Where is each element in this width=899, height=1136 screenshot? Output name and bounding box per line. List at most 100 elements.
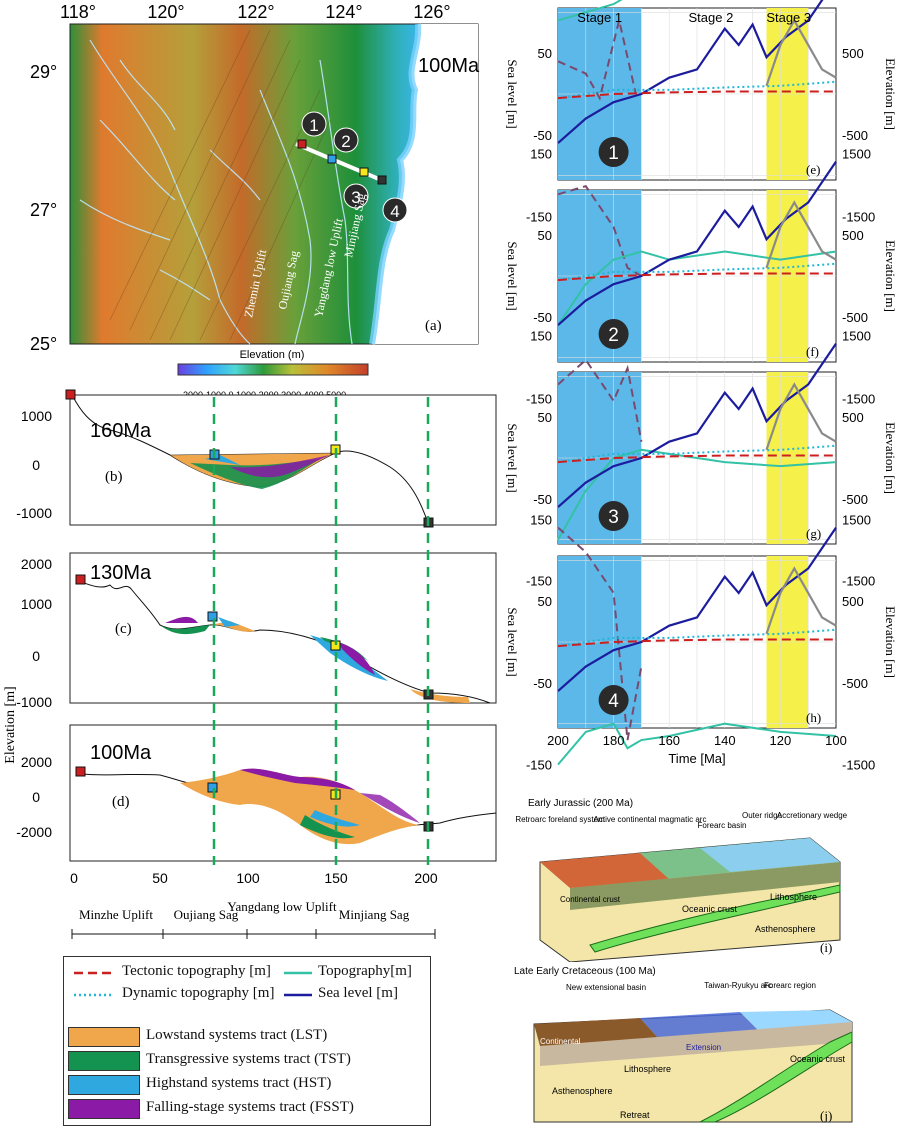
block-diagram-i: Early Jurassic (200 Ma) Retroarc forelan… <box>500 790 899 963</box>
right-tick: -1500 <box>842 392 875 407</box>
c-tract-hst-1 <box>218 617 240 627</box>
left-tick: 50 <box>538 46 552 61</box>
legend-lst: Lowstand systems tract (LST) <box>146 1027 328 1043</box>
extra-curve <box>557 184 642 277</box>
site-badge <box>598 319 629 349</box>
tectonic-topography-line <box>557 272 836 282</box>
sea-level-axis-label: Sea level [m] <box>505 423 520 492</box>
block-j-crust: Continental <box>540 1037 581 1046</box>
panel-letter: (f) <box>806 344 819 359</box>
dynamic-topography-line <box>557 628 837 648</box>
elevation-axis-label: Elevation [m] <box>883 240 898 312</box>
d-marker-2 <box>207 782 218 793</box>
left-tick: 150 <box>530 146 552 161</box>
d-age: 100Ma <box>90 742 152 764</box>
legend-topography: Topography[m] <box>318 963 412 979</box>
topography-line <box>557 722 837 766</box>
d-ytick-neg2000: -2000 <box>16 824 52 840</box>
left-tick: 50 <box>538 228 552 243</box>
tectonic-topography-line <box>557 454 836 464</box>
b-ytick-0: 0 <box>32 457 40 473</box>
right-tick: 500 <box>842 594 864 609</box>
right-tick: -500 <box>842 492 868 507</box>
x-tick-50: 50 <box>152 870 168 886</box>
panel-letter: (h) <box>806 710 821 725</box>
map-letter: (a) <box>425 318 442 334</box>
left-tick: -150 <box>526 392 552 407</box>
c-tract-lst-2 <box>410 689 470 703</box>
site-marker-1 <box>297 139 307 149</box>
right-tick: 1500 <box>842 512 871 527</box>
unit-minzhe: Minzhe Uplift <box>79 907 153 922</box>
d-tract-hst <box>310 810 360 827</box>
x-tick-200: 200 <box>414 870 438 886</box>
c-tract-tst-1 <box>160 625 210 635</box>
block-j-astheno: Asthenosphere <box>552 1086 613 1096</box>
left-tick: -50 <box>533 128 552 143</box>
colorbar <box>177 363 369 376</box>
map-svg: 1 2 3 4 Zhemin Uplift Oujiang Sag Yangda… <box>30 2 480 400</box>
time-x-tick: 160 <box>658 733 680 748</box>
c-tract-fsst-1 <box>165 616 198 623</box>
site-label-2: 2 <box>341 132 350 151</box>
d-letter: (d) <box>112 794 130 810</box>
b-age: 160Ma <box>90 420 152 442</box>
block-i-label-retroarc: Retroarc foreland system <box>515 815 605 824</box>
time-x-tick: 140 <box>714 733 736 748</box>
time-x-tick: 180 <box>603 733 625 748</box>
site-label-3: 3 <box>351 188 360 207</box>
right-tick: -1500 <box>842 758 875 773</box>
block-i-label-forearc: Forearc basin <box>698 821 747 830</box>
d-tract-fsst <box>240 768 355 790</box>
site-badge <box>598 501 629 531</box>
tectonic-topography-line <box>557 638 836 648</box>
block-diagram-j: Late Early Cretaceous (100 Ma) New exten… <box>500 962 899 1131</box>
site-badge-label: 1 <box>608 143 619 164</box>
c-ytick-1000: 1000 <box>21 596 52 612</box>
topography-line <box>557 250 837 326</box>
legend-swatch-lst <box>68 1027 140 1047</box>
c-tract-fsst-2 <box>340 643 375 675</box>
panel-letter: (e) <box>806 162 820 177</box>
legend-swatch-fsst <box>68 1099 140 1119</box>
block-j-extension: Extension <box>686 1043 721 1052</box>
legend-tectonic: Tectonic topography [m] <box>122 963 271 979</box>
lon-tick-124: 124° <box>325 2 362 22</box>
block-j-litho: Lithosphere <box>624 1064 671 1074</box>
b-tract-fsst <box>230 455 330 478</box>
site-label-4: 4 <box>390 202 399 221</box>
site-marker-4 <box>377 175 387 185</box>
block-i-astheno: Asthenosphere <box>755 924 816 934</box>
block-j-retreat: Retreat <box>620 1110 650 1120</box>
lat-tick-27: 27° <box>30 200 57 220</box>
lat-tick-25: 25° <box>30 334 57 354</box>
sections-svg: Elevation [m] 1000 0 -1000 160Ma (b) 200… <box>3 389 497 939</box>
dynamic-topography-line <box>557 444 837 464</box>
sea-level-axis-label: Sea level [m] <box>505 59 520 128</box>
block-j-title: Late Early Cretaceous (100 Ma) <box>514 966 656 977</box>
x-tick-0: 0 <box>70 870 78 886</box>
site-marker-3 <box>359 167 369 177</box>
legend-swatch-hst <box>68 1075 140 1095</box>
site-badge-label: 4 <box>608 691 619 712</box>
d-marker-1 <box>75 766 86 777</box>
dynamic-topography-line <box>557 262 837 282</box>
left-tick: -50 <box>533 676 552 691</box>
x-tick-100: 100 <box>236 870 260 886</box>
section-guides <box>212 397 430 865</box>
c-marker-2 <box>207 611 218 622</box>
block-j-label-forearc: Forearc region <box>764 981 816 990</box>
c-tract-lst-1 <box>210 621 255 632</box>
right-tick: 500 <box>842 410 864 425</box>
time-x-tick: 100 <box>825 733 847 748</box>
sections-ylabel: Elevation [m] <box>3 686 18 763</box>
unit-yangdang: Yangdang low Uplift <box>227 899 337 914</box>
topography-line <box>557 0 623 22</box>
left-tick: 150 <box>530 512 552 527</box>
block-i-label-ridge: Outer ridge <box>742 811 783 820</box>
unit-oujiang: Oujiang Sag <box>174 907 239 922</box>
map-age: 100Ma <box>418 55 480 77</box>
right-tick: -500 <box>842 128 868 143</box>
ocean-area <box>372 24 478 344</box>
